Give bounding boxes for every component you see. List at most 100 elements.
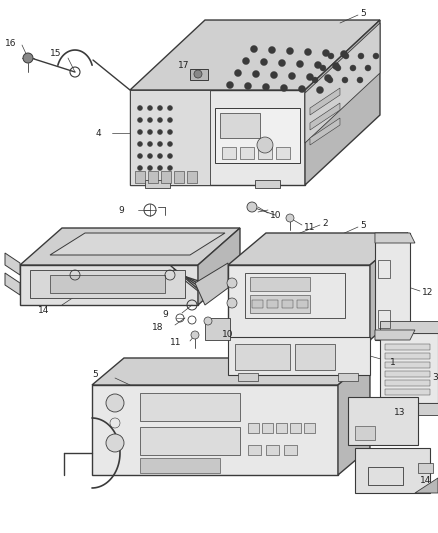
Circle shape: [262, 84, 269, 91]
Circle shape: [148, 106, 152, 110]
Circle shape: [227, 278, 237, 288]
Bar: [290, 423, 301, 433]
Text: 18: 18: [152, 324, 163, 333]
Circle shape: [138, 154, 142, 158]
Bar: [220, 113, 260, 138]
Bar: [297, 300, 308, 308]
Circle shape: [271, 71, 278, 78]
Polygon shape: [5, 273, 20, 295]
Circle shape: [148, 141, 152, 147]
Text: 4: 4: [96, 128, 102, 138]
Circle shape: [268, 46, 276, 53]
Polygon shape: [355, 448, 430, 493]
Circle shape: [148, 154, 152, 158]
Circle shape: [297, 61, 304, 68]
Bar: [145, 180, 170, 188]
Circle shape: [158, 106, 162, 110]
Polygon shape: [375, 233, 415, 243]
Bar: [284, 445, 297, 455]
Bar: [250, 295, 310, 313]
Circle shape: [328, 53, 334, 59]
Text: 3: 3: [432, 374, 438, 383]
Circle shape: [167, 106, 173, 110]
Polygon shape: [305, 23, 380, 143]
Circle shape: [343, 53, 349, 59]
Text: 14: 14: [38, 306, 49, 316]
Text: 12: 12: [422, 288, 433, 297]
Circle shape: [373, 53, 379, 59]
Circle shape: [342, 77, 348, 83]
Bar: [338, 373, 358, 381]
Circle shape: [167, 166, 173, 171]
Bar: [418, 463, 433, 473]
Text: 5: 5: [360, 9, 366, 18]
Bar: [378, 310, 390, 328]
Circle shape: [167, 117, 173, 123]
Bar: [228, 337, 370, 375]
Circle shape: [106, 394, 124, 412]
Circle shape: [304, 49, 311, 55]
Polygon shape: [92, 385, 338, 475]
Circle shape: [279, 60, 286, 67]
Text: 11: 11: [304, 222, 315, 231]
Polygon shape: [310, 88, 340, 115]
Circle shape: [320, 65, 326, 71]
Circle shape: [312, 77, 318, 83]
Bar: [240, 147, 254, 159]
Circle shape: [106, 434, 124, 452]
Circle shape: [158, 154, 162, 158]
Polygon shape: [20, 265, 198, 305]
Bar: [276, 147, 290, 159]
Polygon shape: [5, 253, 20, 275]
Circle shape: [138, 141, 142, 147]
Circle shape: [243, 58, 250, 64]
Circle shape: [325, 75, 332, 82]
Bar: [238, 373, 258, 381]
Text: 10: 10: [270, 211, 282, 220]
Text: 5: 5: [92, 370, 98, 379]
Bar: [368, 467, 403, 485]
Circle shape: [280, 85, 287, 92]
Circle shape: [148, 166, 152, 171]
Text: 13: 13: [394, 408, 406, 417]
Polygon shape: [130, 90, 305, 185]
Text: 15: 15: [50, 49, 61, 58]
Bar: [190, 69, 208, 80]
Bar: [174, 171, 184, 183]
Circle shape: [167, 130, 173, 134]
Polygon shape: [338, 358, 370, 475]
Text: 5: 5: [360, 221, 366, 230]
Polygon shape: [198, 228, 240, 305]
Polygon shape: [20, 228, 240, 265]
Circle shape: [234, 69, 241, 77]
Bar: [250, 277, 310, 291]
Text: 11: 11: [170, 338, 181, 348]
Circle shape: [138, 106, 142, 110]
Circle shape: [244, 83, 251, 90]
Polygon shape: [370, 233, 408, 340]
Bar: [140, 458, 220, 473]
Circle shape: [322, 50, 329, 56]
Circle shape: [358, 53, 364, 59]
Bar: [385, 389, 430, 395]
Bar: [282, 300, 293, 308]
Circle shape: [226, 82, 233, 88]
Bar: [187, 171, 197, 183]
Bar: [161, 171, 171, 183]
Bar: [50, 275, 165, 293]
Circle shape: [261, 59, 268, 66]
Circle shape: [332, 62, 339, 69]
Circle shape: [314, 61, 321, 69]
Polygon shape: [310, 103, 340, 130]
Text: 10: 10: [222, 330, 233, 340]
Bar: [140, 427, 240, 455]
Bar: [385, 353, 430, 359]
Circle shape: [257, 137, 273, 153]
Circle shape: [158, 141, 162, 147]
Bar: [215, 108, 300, 163]
Circle shape: [307, 74, 314, 80]
Circle shape: [335, 65, 341, 71]
Circle shape: [365, 65, 371, 71]
Bar: [235, 344, 290, 370]
Bar: [248, 423, 259, 433]
